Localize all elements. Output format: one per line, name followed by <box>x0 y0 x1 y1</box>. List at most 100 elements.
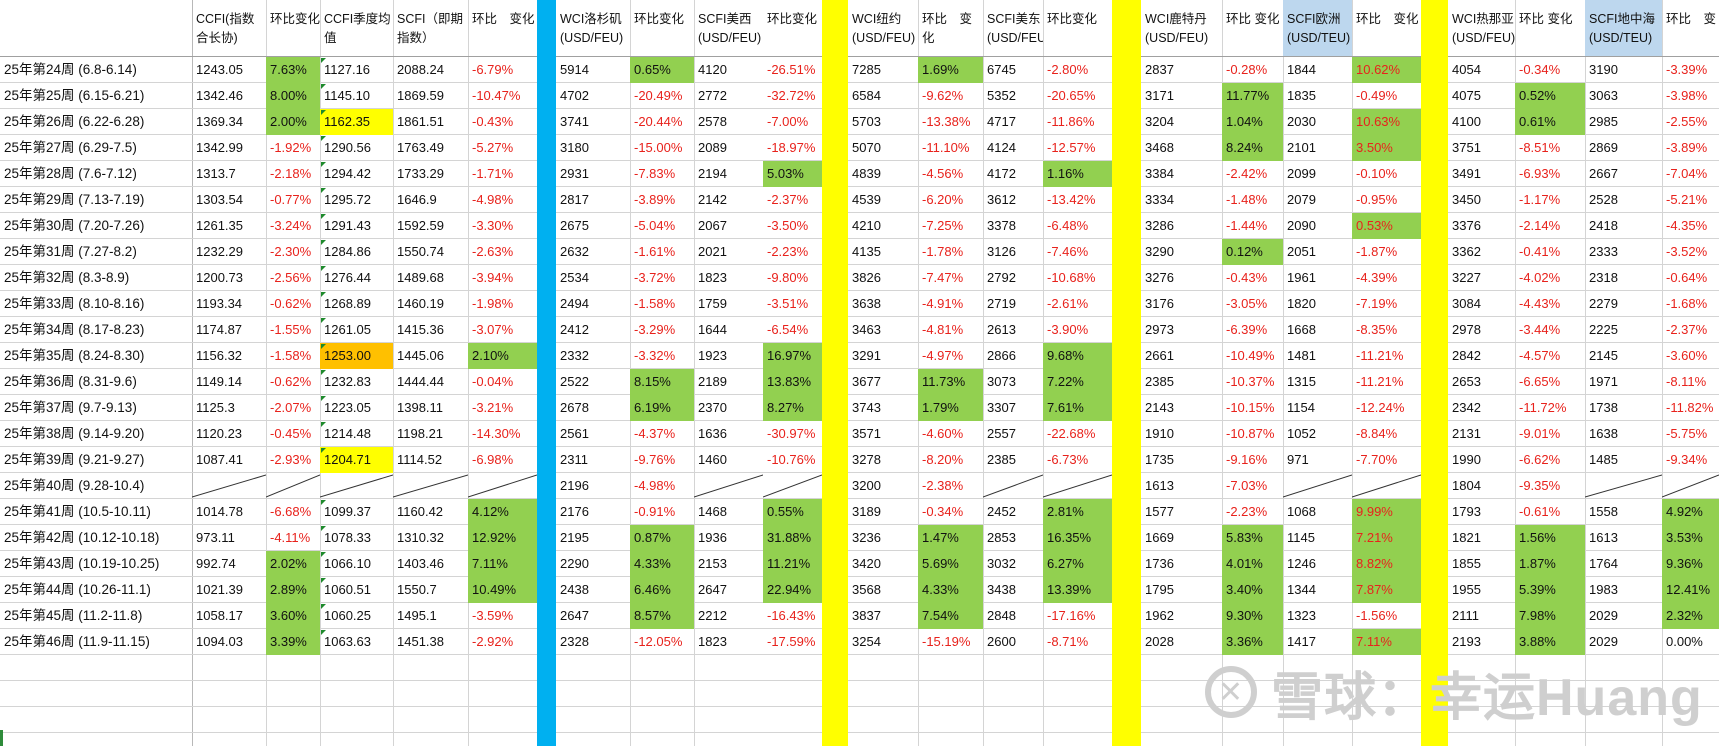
data-cell[interactable]: 1127.16 <box>324 62 371 77</box>
data-cell[interactable]: 1971 <box>1589 374 1618 389</box>
data-cell[interactable]: -7.00% <box>767 114 809 129</box>
data-cell[interactable]: 2848 <box>987 608 1016 623</box>
column-header[interactable]: SCFI欧洲(USD/TEU) <box>1283 0 1352 56</box>
data-cell[interactable]: 4172 <box>987 166 1016 181</box>
data-cell[interactable]: -7.70% <box>1356 452 1398 467</box>
data-cell[interactable]: 1.16% <box>1043 161 1112 187</box>
data-cell[interactable]: -1.55% <box>270 322 312 337</box>
data-cell[interactable]: -10.37% <box>1226 374 1275 389</box>
data-cell[interactable]: 5070 <box>852 140 881 155</box>
data-cell[interactable]: -3.94% <box>472 270 514 285</box>
data-cell[interactable]: 3.39% <box>266 629 320 655</box>
data-cell[interactable]: 4717 <box>987 114 1016 129</box>
data-cell[interactable]: 3438 <box>987 582 1016 597</box>
data-cell[interactable]: -2.63% <box>472 244 514 259</box>
row-label[interactable]: 25年第41周 (10.5-10.11) <box>4 504 151 519</box>
data-cell[interactable]: 1145 <box>1287 530 1315 545</box>
data-cell[interactable]: 2866 <box>987 348 1016 363</box>
data-cell[interactable]: 2667 <box>1589 166 1618 181</box>
data-cell[interactable]: 2131 <box>1452 426 1481 441</box>
column-header[interactable]: WCI纽约(USD/FEU) <box>852 12 916 45</box>
data-cell[interactable]: 1468 <box>698 504 727 519</box>
data-cell[interactable]: -13.38% <box>922 114 971 129</box>
data-cell[interactable]: 5.03% <box>763 161 822 187</box>
row-label[interactable]: 25年第38周 (9.14-9.20) <box>4 426 145 441</box>
data-cell[interactable]: 2647 <box>698 582 727 597</box>
data-cell[interactable]: 1445.06 <box>397 348 444 363</box>
row-label[interactable]: 25年第28周 (7.6-7.12) <box>4 166 137 181</box>
data-cell[interactable]: -8.20% <box>922 452 964 467</box>
data-cell[interactable]: 1403.46 <box>397 556 444 571</box>
data-cell[interactable]: 3227 <box>1452 270 1481 285</box>
data-cell[interactable]: 1417 <box>1287 634 1316 649</box>
data-cell[interactable]: 3176 <box>1145 296 1174 311</box>
data-cell[interactable]: 0.00% <box>1666 634 1703 649</box>
data-cell[interactable]: 2142 <box>698 192 727 207</box>
data-cell[interactable]: 12.41% <box>1662 577 1719 603</box>
data-cell[interactable]: 4.33% <box>918 577 983 603</box>
data-cell[interactable]: 22.94% <box>763 577 822 603</box>
data-cell[interactable]: 1646.9 <box>397 192 437 207</box>
data-cell[interactable]: 2196 <box>560 478 589 493</box>
data-cell[interactable]: -2.14% <box>1519 218 1561 233</box>
data-cell[interactable]: -2.92% <box>472 634 514 649</box>
column-header[interactable]: 环比 变化 <box>1356 12 1419 26</box>
data-cell[interactable]: 7.11% <box>1352 629 1421 655</box>
data-cell[interactable]: 4100 <box>1452 114 1481 129</box>
data-cell[interactable]: 1060.51 <box>324 582 371 597</box>
data-cell[interactable]: -1.58% <box>634 296 676 311</box>
data-cell[interactable]: -6.73% <box>1047 452 1089 467</box>
column-header[interactable]: 环比变化 <box>634 12 685 26</box>
data-cell[interactable]: 7.22% <box>1043 369 1112 395</box>
data-cell[interactable]: 1068 <box>1287 504 1316 519</box>
row-label[interactable]: 25年第35周 (8.24-8.30) <box>4 348 145 363</box>
data-cell[interactable]: 6745 <box>987 62 1016 77</box>
data-cell[interactable]: -3.44% <box>1519 322 1561 337</box>
data-cell[interactable]: -2.30% <box>270 244 312 259</box>
data-cell[interactable]: 10.62% <box>1352 57 1421 83</box>
data-cell[interactable]: 12.92% <box>468 525 537 551</box>
data-cell[interactable]: 2837 <box>1145 62 1174 77</box>
data-cell[interactable]: 2772 <box>698 88 727 103</box>
data-cell[interactable]: -9.16% <box>1226 452 1268 467</box>
data-cell[interactable]: 7.21% <box>1352 525 1421 551</box>
data-cell[interactable]: -4.39% <box>1356 270 1398 285</box>
data-cell[interactable]: 1910 <box>1145 426 1174 441</box>
data-cell[interactable]: 1835 <box>1287 88 1316 103</box>
data-cell[interactable]: 11.73% <box>918 369 983 395</box>
data-cell[interactable]: 1145.10 <box>324 88 371 103</box>
data-cell[interactable]: 1094.03 <box>196 634 243 649</box>
data-cell[interactable]: -1.87% <box>1356 244 1398 259</box>
data-cell[interactable]: 2028 <box>1145 634 1174 649</box>
data-cell[interactable]: -0.61% <box>1519 504 1561 519</box>
data-cell[interactable]: 1936 <box>698 530 727 545</box>
data-cell[interactable]: -7.04% <box>1666 166 1708 181</box>
data-cell[interactable]: 4839 <box>852 166 881 181</box>
data-cell[interactable]: 3463 <box>852 322 881 337</box>
data-cell[interactable]: 1232.83 <box>324 374 371 389</box>
data-cell[interactable]: -8.51% <box>1519 140 1561 155</box>
data-cell[interactable]: 2385 <box>1145 374 1174 389</box>
data-cell[interactable]: -3.24% <box>270 218 312 233</box>
data-cell[interactable]: 2.81% <box>1043 499 1112 525</box>
data-cell[interactable]: 0.65% <box>630 57 694 83</box>
data-cell[interactable]: 4.33% <box>630 551 694 577</box>
data-cell[interactable]: 1284.86 <box>324 244 371 259</box>
data-cell[interactable]: 1193.34 <box>196 296 243 311</box>
data-cell[interactable]: 1014.78 <box>196 504 243 519</box>
data-cell[interactable]: -2.18% <box>270 166 312 181</box>
data-cell[interactable]: 2079 <box>1287 192 1316 207</box>
data-cell[interactable]: 1823 <box>698 634 727 649</box>
data-cell[interactable]: -3.60% <box>1666 348 1708 363</box>
data-cell[interactable]: 3290 <box>1145 244 1174 259</box>
data-cell[interactable]: 7.98% <box>1515 603 1585 629</box>
data-cell[interactable]: 1223.05 <box>324 400 371 415</box>
data-cell[interactable]: 6.46% <box>630 577 694 603</box>
data-cell[interactable]: 2385 <box>987 452 1016 467</box>
data-cell[interactable]: 0.61% <box>1515 109 1585 135</box>
data-cell[interactable]: 1310.32 <box>397 530 444 545</box>
data-cell[interactable]: -11.21% <box>1356 348 1404 363</box>
row-label[interactable]: 25年第36周 (8.31-9.6) <box>4 374 137 389</box>
data-cell[interactable]: -12.24% <box>1356 400 1405 415</box>
data-cell[interactable]: 2418 <box>1589 218 1618 233</box>
